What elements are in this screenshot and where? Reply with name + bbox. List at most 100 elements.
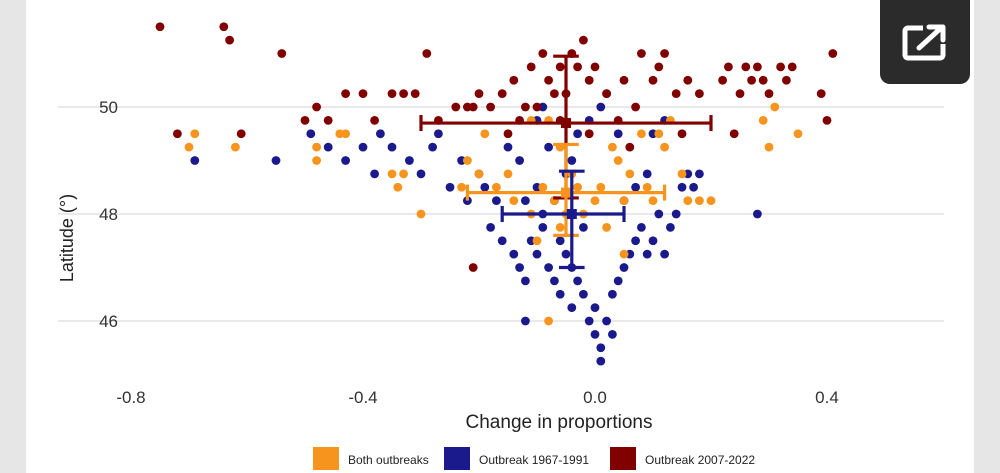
data-point	[184, 142, 194, 152]
data-point	[729, 129, 739, 139]
data-point	[550, 276, 559, 286]
data-point	[706, 196, 716, 206]
data-point	[341, 89, 350, 99]
data-point	[480, 182, 490, 192]
data-point	[584, 75, 594, 85]
data-point	[613, 129, 623, 139]
data-point	[503, 169, 513, 179]
data-point	[590, 303, 600, 313]
x-tick-label: -0.4	[348, 388, 377, 407]
data-point	[747, 75, 756, 85]
data-point	[602, 222, 611, 232]
data-point	[555, 222, 565, 232]
data-point	[358, 89, 368, 99]
data-point	[561, 249, 571, 259]
data-point	[671, 209, 681, 219]
data-point	[521, 316, 530, 326]
data-point	[231, 142, 240, 152]
data-point	[173, 129, 182, 139]
data-point	[399, 89, 408, 99]
legend-label: Both outbreaks	[348, 453, 429, 467]
data-point	[416, 169, 426, 179]
data-point	[422, 49, 432, 58]
data-point	[555, 236, 565, 246]
legend-label: Outbreak 1967-1991	[479, 453, 589, 467]
data-point	[463, 196, 472, 206]
legend-swatch	[444, 447, 470, 470]
tick-labels: 46 48 50 -0.8 -0.4 0.0 0.4	[99, 98, 839, 407]
data-point	[822, 115, 832, 125]
data-point	[532, 102, 542, 112]
data-point	[793, 129, 803, 139]
data-point	[590, 196, 600, 206]
data-point	[410, 89, 420, 99]
data-point	[503, 129, 513, 139]
data-point	[341, 156, 350, 165]
data-point	[642, 249, 652, 259]
data-point	[300, 115, 310, 125]
data-point	[573, 62, 582, 72]
data-point	[695, 89, 704, 99]
data-point	[474, 169, 484, 179]
x-axis-label: Change in proportions	[466, 412, 653, 433]
legend-swatch	[313, 447, 339, 470]
data-point	[323, 142, 333, 152]
scatter-chart: 46 48 50 -0.8 -0.4 0.0 0.4 Change in proportio…	[57, 22, 944, 470]
data-point	[416, 209, 426, 219]
data-point	[521, 276, 530, 286]
data-point	[550, 89, 559, 99]
data-point	[486, 222, 495, 232]
data-point	[648, 75, 658, 85]
data-point	[677, 129, 687, 139]
data-point	[387, 89, 397, 99]
data-point	[764, 89, 774, 99]
data-point	[584, 129, 594, 139]
data-point	[608, 142, 617, 152]
data-point	[677, 169, 687, 179]
data-point	[526, 62, 536, 72]
data-point	[724, 62, 733, 72]
data-point	[782, 75, 791, 85]
data-point	[468, 263, 478, 272]
data-point	[428, 142, 437, 152]
data-point	[544, 263, 553, 272]
data-point	[312, 142, 321, 152]
data-point	[758, 115, 768, 125]
legend: Both outbreaks Outbreak 1967-1991 Outbreak…	[313, 447, 755, 470]
data-point	[683, 196, 693, 206]
data-point	[666, 222, 675, 232]
data-point	[434, 129, 443, 139]
data-point	[503, 142, 513, 152]
data-point	[405, 156, 414, 165]
data-point	[573, 129, 582, 139]
legend-swatch	[610, 447, 636, 470]
data-point	[642, 182, 652, 192]
data-point	[306, 129, 316, 139]
data-point	[457, 182, 466, 192]
data-point	[573, 182, 582, 192]
data-point	[492, 196, 501, 206]
data-point	[463, 156, 472, 165]
expand-button[interactable]	[880, 0, 970, 84]
data-point	[579, 289, 588, 299]
data-point	[608, 329, 617, 339]
data-point	[613, 156, 623, 165]
data-point	[538, 49, 548, 58]
legend-item: Outbreak 1967-1991	[444, 447, 589, 470]
legend-item: Both outbreaks	[313, 447, 429, 470]
data-point	[271, 156, 281, 165]
data-point	[573, 276, 582, 286]
data-point	[619, 196, 629, 206]
data-point	[358, 142, 368, 152]
data-point	[509, 75, 519, 85]
data-point	[468, 102, 478, 112]
data-point	[387, 142, 397, 152]
data-point	[335, 129, 345, 139]
data-point	[225, 35, 235, 45]
data-point	[567, 156, 577, 165]
data-point	[816, 89, 826, 99]
data-point	[515, 156, 524, 165]
data-point	[689, 182, 698, 192]
error-bar	[500, 169, 626, 270]
y-axis-label: Latitude (°)	[57, 194, 77, 282]
